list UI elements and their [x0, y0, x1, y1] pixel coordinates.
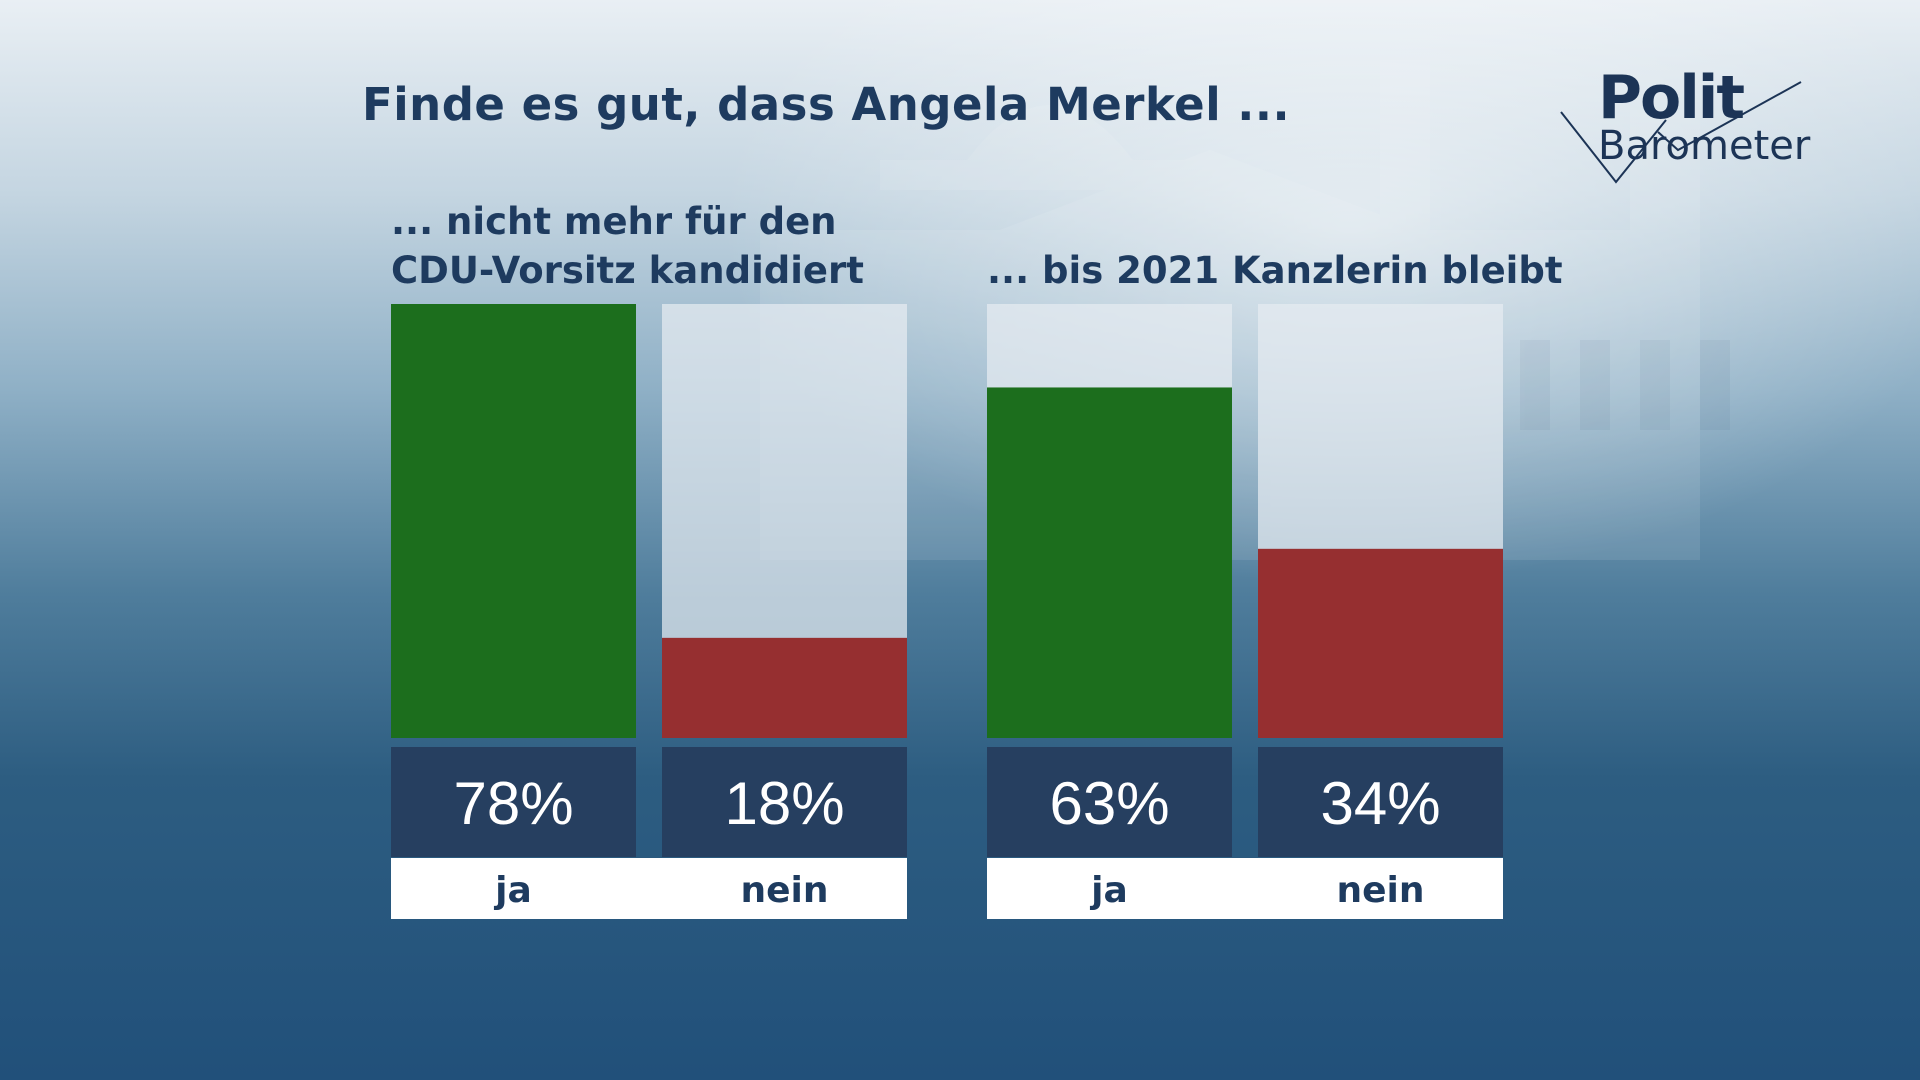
chart-panel-kanzlerin: ... bis 2021 Kanzlerin bleibt 63% 34% ja ne… — [987, 0, 1563, 1080]
value-box — [987, 747, 1232, 857]
bar-ja — [987, 387, 1232, 738]
logo-line-2: Barometer — [1598, 123, 1811, 169]
category-label-nein: nein — [740, 870, 828, 911]
category-label-strip — [987, 858, 1503, 919]
chart-subtitle: ... nicht mehr für den CDU-Vorsitz kandi… — [391, 197, 1011, 295]
chart-subtitle-line: ... nicht mehr für den — [391, 200, 837, 243]
data-label-ja: 78% — [453, 770, 573, 837]
category-label-strip — [391, 858, 907, 919]
bar-chart-kanzlerin: 63% 34% ja nein — [987, 304, 1503, 919]
category-label-ja: ja — [1089, 870, 1128, 911]
checkmark-icon — [1560, 81, 1802, 184]
logo-line-1: Polit — [1598, 63, 1745, 133]
data-label-nein: 18% — [724, 770, 844, 837]
category-label-ja: ja — [493, 870, 532, 911]
bar-ja — [391, 304, 636, 738]
politbarometer-logo: Polit Barometer — [1558, 60, 1811, 190]
chart-subtitle-line: CDU-Vorsitz kandidiert — [391, 249, 864, 292]
data-label-nein: 34% — [1320, 770, 1440, 837]
data-label-ja: 63% — [1049, 770, 1169, 837]
bar-chart-cdu-vorsitz: 78% 18% ja nein — [391, 304, 907, 919]
chart-panel-cdu-vorsitz: ... nicht mehr für den CDU-Vorsitz kandi… — [391, 0, 907, 1080]
chart-subtitle-line: ... bis 2021 Kanzlerin bleibt — [987, 249, 1563, 292]
value-box — [662, 747, 907, 857]
value-box — [391, 747, 636, 857]
chart-subtitle: ... bis 2021 Kanzlerin bleibt — [987, 246, 1607, 295]
category-label-nein: nein — [1336, 870, 1424, 911]
value-box — [1258, 747, 1503, 857]
bar-nein — [662, 637, 907, 738]
bar-nein — [1258, 548, 1503, 738]
page-title: Finde es gut, dass Angela Merkel ... — [362, 78, 1291, 131]
